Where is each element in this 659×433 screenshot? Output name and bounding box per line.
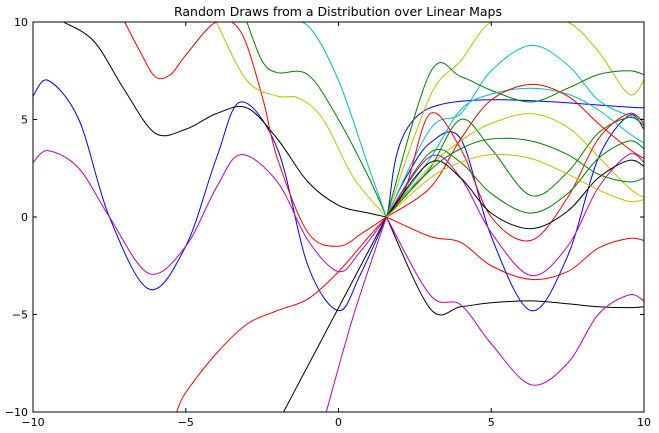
series-line-20 [386, 87, 644, 218]
series-line-3 [63, 22, 387, 218]
series-line-11 [385, 99, 644, 218]
y-tick-label: −5 [12, 309, 28, 322]
series-line-27 [386, 137, 644, 218]
series-line-1 [33, 79, 387, 312]
series-line-4 [124, 22, 387, 247]
series-line-28 [386, 153, 644, 218]
series-line-21 [386, 113, 644, 218]
series-line-5 [215, 22, 387, 218]
series-line-23 [386, 83, 644, 218]
x-tick-label: 5 [488, 416, 495, 429]
series-line-24 [386, 140, 644, 218]
series-line-8 [176, 216, 387, 412]
series-line-13 [386, 216, 644, 386]
series-line-6 [246, 22, 387, 218]
chart-title: Random Draws from a Distribution over Li… [174, 4, 502, 19]
y-tick-label: 0 [21, 211, 28, 224]
series-line-15 [386, 114, 644, 312]
series-line-16 [386, 44, 644, 218]
series-line-9 [283, 216, 387, 412]
series-layer [33, 22, 644, 412]
y-tick-label: 10 [14, 16, 28, 29]
series-line-22 [386, 112, 644, 242]
x-tick-label: 0 [335, 416, 342, 429]
series-line-17 [385, 22, 644, 218]
series-line-7 [277, 22, 387, 218]
x-tick-label: 10 [637, 416, 651, 429]
series-line-14 [386, 216, 644, 281]
ticks-layer: −10 −5 0 5 10 −10 −5 0 5 10 [5, 16, 651, 429]
x-tick-label: −10 [21, 416, 44, 429]
series-line-10 [325, 216, 387, 412]
series-line-18 [385, 62, 644, 218]
series-line-12 [386, 216, 644, 316]
x-tick-label: −5 [178, 416, 194, 429]
series-line-25 [386, 153, 644, 277]
series-line-26 [386, 159, 644, 230]
y-tick-label: −10 [5, 406, 28, 419]
y-tick-label: 5 [21, 114, 28, 127]
plot-frame [32, 21, 645, 413]
